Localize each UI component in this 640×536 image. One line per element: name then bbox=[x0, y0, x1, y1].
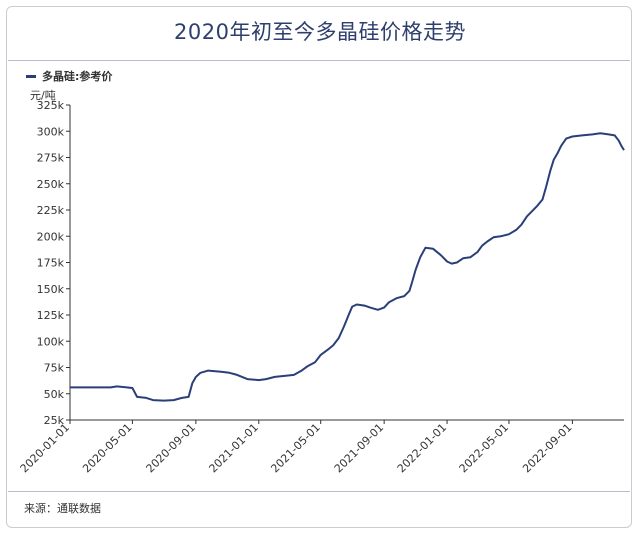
x-tick-label: 2021-05-01 bbox=[268, 421, 322, 475]
y-tick-label: 225k bbox=[37, 204, 65, 217]
title-divider bbox=[8, 60, 630, 61]
y-tick-label: 75k bbox=[44, 362, 65, 375]
y-axis-unit: 元/吨 bbox=[30, 89, 56, 102]
legend-label: 多晶硅:参考价 bbox=[42, 70, 113, 83]
x-tick-label: 2022-05-01 bbox=[457, 421, 511, 475]
y-tick-label: 300k bbox=[37, 125, 65, 138]
legend: 多晶硅:参考价 bbox=[26, 68, 112, 84]
y-tick-label: 325k bbox=[37, 99, 65, 112]
x-tick-label: 2021-09-01 bbox=[332, 421, 386, 475]
source-divider bbox=[8, 491, 630, 492]
y-tick-label: 200k bbox=[37, 230, 65, 243]
chart-title: 2020年初至今多晶硅价格走势 bbox=[174, 20, 466, 44]
source-note: 来源：通联数据 bbox=[24, 502, 101, 515]
x-tick-label: 2022-01-01 bbox=[395, 421, 449, 475]
series-line-polysilicon-price bbox=[70, 132, 625, 402]
x-tick-label: 2020-05-01 bbox=[80, 421, 134, 475]
chart-frame bbox=[6, 6, 632, 528]
y-tick-label: 175k bbox=[37, 257, 65, 270]
y-tick-label: 50k bbox=[44, 388, 65, 401]
y-tick-label: 100k bbox=[37, 335, 65, 348]
x-tick-label: 2020-09-01 bbox=[144, 421, 198, 475]
x-tick-label: 2021-01-01 bbox=[207, 421, 261, 475]
x-tick-label: 2022-09-01 bbox=[520, 421, 574, 475]
legend-swatch bbox=[26, 74, 36, 78]
y-tick-label: 250k bbox=[37, 178, 65, 191]
y-tick-label: 25k bbox=[44, 414, 65, 427]
x-tick-label: 2020-01-01 bbox=[18, 421, 72, 475]
y-tick-label: 125k bbox=[37, 309, 65, 322]
y-tick-label: 150k bbox=[37, 283, 65, 296]
y-tick-label: 275k bbox=[37, 152, 65, 165]
